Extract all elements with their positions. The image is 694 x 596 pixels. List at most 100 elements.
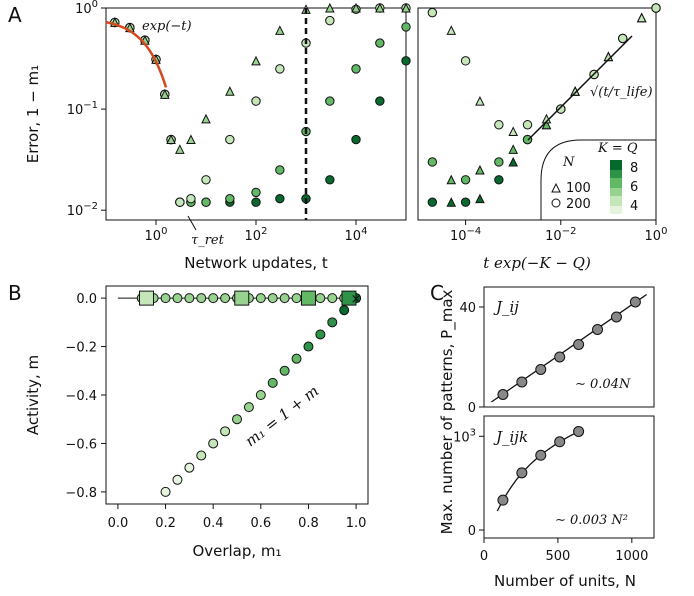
a-right-point [556, 104, 566, 114]
legend-kq-4: 4 [630, 199, 638, 214]
c-top-annotation: ∼ 0.04N [575, 377, 631, 392]
panel-b-xlabel: Overlap, m₁ [192, 542, 281, 560]
c-top-point [610, 311, 622, 323]
b-square-point [300, 290, 316, 306]
panel-c-top-ticks: 0 40 [459, 301, 484, 416]
b-diag-point [303, 341, 314, 352]
b-diag-point [220, 426, 231, 437]
b-diag-point [315, 329, 326, 340]
x-tick-label: 100 [645, 226, 668, 244]
b-diag-point [196, 450, 207, 461]
a-left-point [275, 25, 285, 35]
a-right-point [618, 33, 628, 44]
a-left-point [251, 187, 261, 198]
y-tick-label: −0.4 [65, 389, 97, 404]
panel-c-bottom: 0 103 0 500 1000 J_ijk ∼ 0.003 N² Number of … [438, 289, 655, 590]
a-left-point [201, 197, 211, 207]
b-diag-point [160, 486, 171, 497]
x-tick-label: 10−4 [450, 226, 481, 244]
panel-b-marks: × [117, 290, 362, 497]
a-right-point [522, 120, 533, 130]
legend-swatch-4a [610, 196, 622, 206]
a-right-point [427, 197, 438, 207]
legend-n-100: 100 [566, 181, 591, 196]
b-diag-point [208, 438, 219, 449]
a-left-point [351, 2, 361, 13]
a-right-point [427, 157, 438, 167]
panel-b-ticks: 0.0 0.2 0.4 0.6 0.8 1.0 0.0 −0.2 −0.4 −0.6 −0.8 [65, 292, 366, 531]
panel-b-ylabel: Activity, m [24, 355, 42, 435]
legend-swatch-8b [610, 170, 622, 178]
sqrt-guide-line [527, 35, 633, 141]
b-diag-point [267, 377, 278, 388]
a-right-point [460, 197, 471, 207]
sqrt-label: √(t/τ_life) [590, 85, 653, 100]
b-diag-point [184, 462, 195, 473]
c-top-point [629, 296, 641, 308]
legend-triangle-marker [551, 182, 561, 193]
a-left-point [159, 89, 170, 99]
x-tick-label: 100 [145, 226, 168, 244]
y-tick-label: −0.2 [65, 341, 97, 356]
y-tick-label: −0.6 [65, 437, 97, 452]
a-left-point [275, 64, 285, 74]
x-tick-label: 104 [345, 226, 368, 244]
panel-b: × 0.0 0.2 0.4 0.6 0.8 1.00.0−0.2−0.4−0.6−0.8 … [24, 285, 369, 560]
panel-label-c: C [430, 281, 444, 305]
a-right-point [446, 25, 457, 35]
a-left-point [225, 134, 235, 145]
panel-a-right-ticks: 10−4 10−2 100 [450, 220, 668, 244]
legend: K = Q N 100 200 8 6 4 [540, 139, 657, 221]
b-square-point [138, 290, 154, 306]
exp-label: exp(−t) [142, 19, 192, 34]
a-left-point [166, 134, 176, 145]
x-tick-label: 102 [245, 226, 268, 244]
b-diag-point [279, 365, 290, 376]
a-left-point [275, 193, 285, 204]
a-right-point [508, 144, 519, 154]
diagonal-label: m₁ = 1 + m [242, 382, 323, 450]
c-top-point [516, 376, 528, 388]
panel-c-top-marks [491, 293, 647, 403]
a-right-point [651, 3, 661, 13]
x-tick-label: 10−2 [545, 226, 576, 244]
x-tick-label: 1000 [615, 549, 648, 564]
panel-a-right: 10−4 10−2 100 √(t/τ_life) t exp(−K − Q) K … [417, 3, 668, 272]
c-top-point [573, 339, 585, 350]
a-left-point [401, 2, 411, 13]
x-tick-label: 0.2 [155, 516, 176, 531]
b-diag-point [243, 402, 254, 413]
panel-a-left-marks [105, 2, 411, 231]
x-tick-label: 0.4 [203, 516, 224, 531]
panel-a-left-ticks: 100 102 104 10−2 10−1 100 [67, 0, 368, 244]
legend-kq-8: 8 [630, 161, 638, 176]
panel-a-right-xlabel: t exp(−K − Q) [483, 254, 591, 272]
c-bottom-point [535, 449, 547, 461]
a-right-point [460, 56, 471, 66]
panel-c-top-frame [483, 286, 655, 408]
legend-box [540, 139, 657, 221]
a-left-point [275, 165, 285, 175]
y-tick-label: 0 [468, 524, 476, 539]
panel-c-bottom-ticks: 0 103 0 500 1000 [453, 427, 648, 564]
b-flat-point [327, 293, 338, 304]
y-tick-label: 100 [75, 0, 98, 17]
c-bottom-point [497, 494, 509, 506]
b-flat-point [208, 293, 219, 304]
c-bottom-annotation: ∼ 0.003 N² [555, 513, 628, 528]
panel-a-xlabel: Network updates, t [184, 254, 328, 272]
c-bottom-point [573, 425, 585, 437]
a-left-point [251, 96, 261, 106]
y-tick-label: 10−1 [67, 100, 98, 118]
a-right-point [636, 12, 647, 23]
y-tick-label: 10−2 [67, 201, 98, 219]
panel-label-b: B [8, 281, 22, 305]
c-bottom-point [554, 436, 566, 448]
a-left-point [225, 193, 235, 204]
a-right-point [508, 126, 519, 137]
a-left-point [375, 38, 385, 48]
a-right-point [446, 197, 457, 207]
y-tick-label: 40 [459, 301, 476, 316]
a-right-point [494, 175, 504, 185]
panel-a-right-marks [427, 3, 661, 207]
